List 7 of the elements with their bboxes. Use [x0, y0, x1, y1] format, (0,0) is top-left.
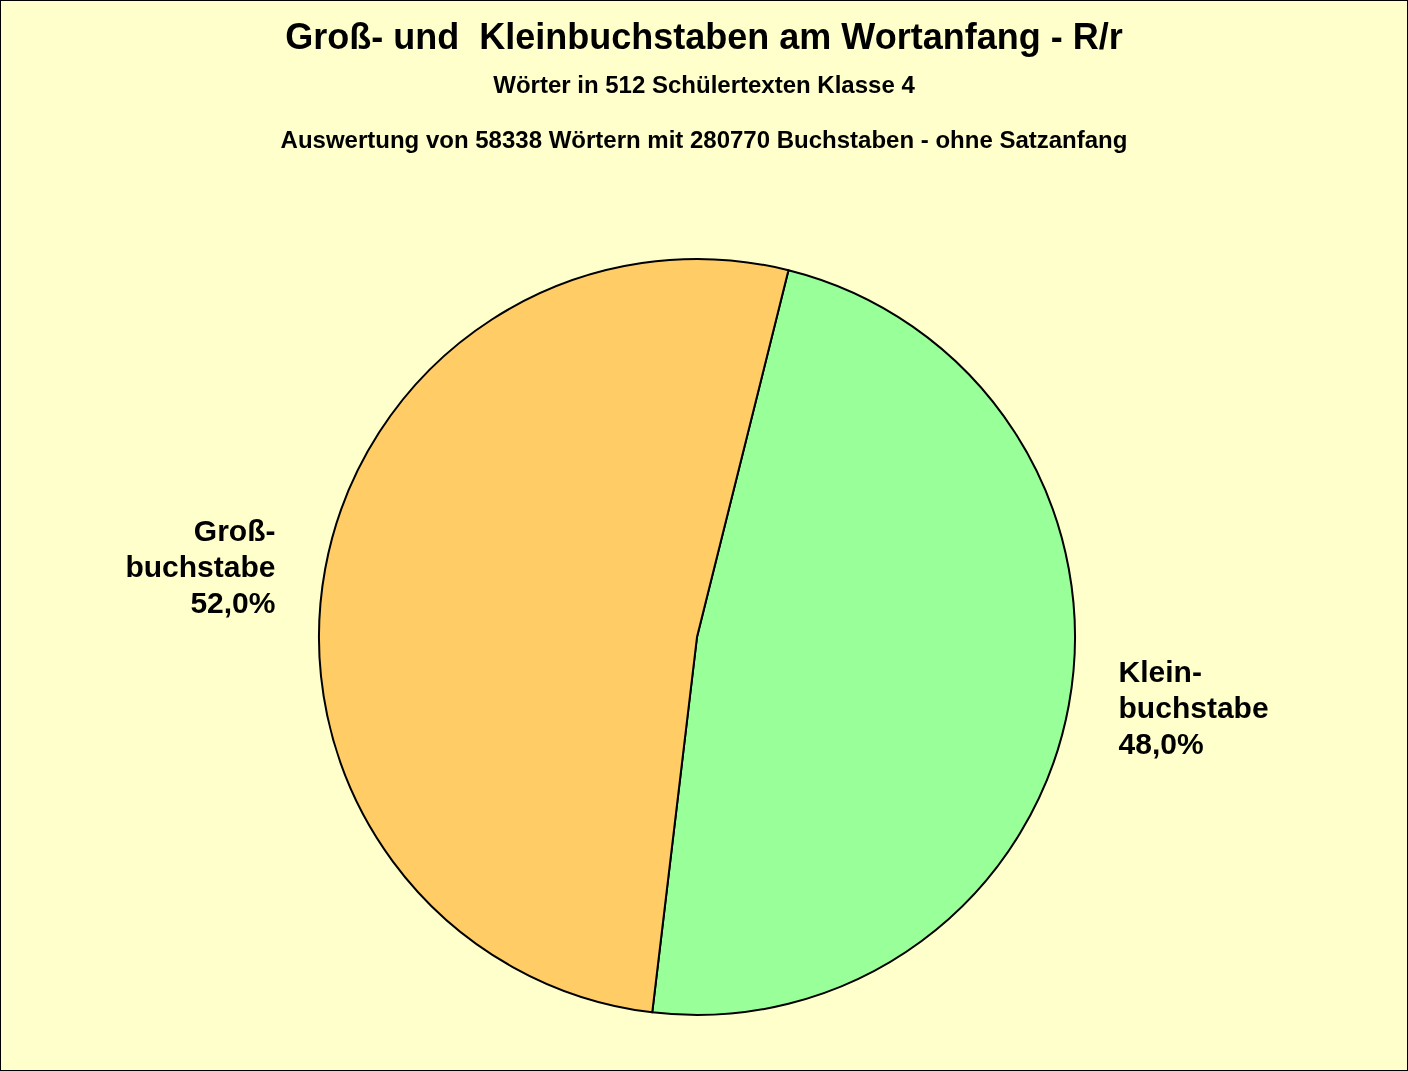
data-label: 52,0% [190, 585, 276, 619]
chart-subtitle: Wörter in 512 Schülertexten Klasse 4 [493, 70, 916, 98]
slice-label: Klein- buchstabe [1118, 655, 1269, 725]
slice-label: Groß- buchstabe [125, 513, 276, 583]
chart-title: Groß- und Kleinbuchstaben am Wortanfang - R/r [285, 15, 1123, 57]
text: Auswertung von 58338 Wörtern mit 280770 Buchstaben - ohne Satzanfang [280, 125, 1128, 153]
data-label: 48,0% [1118, 727, 1204, 761]
